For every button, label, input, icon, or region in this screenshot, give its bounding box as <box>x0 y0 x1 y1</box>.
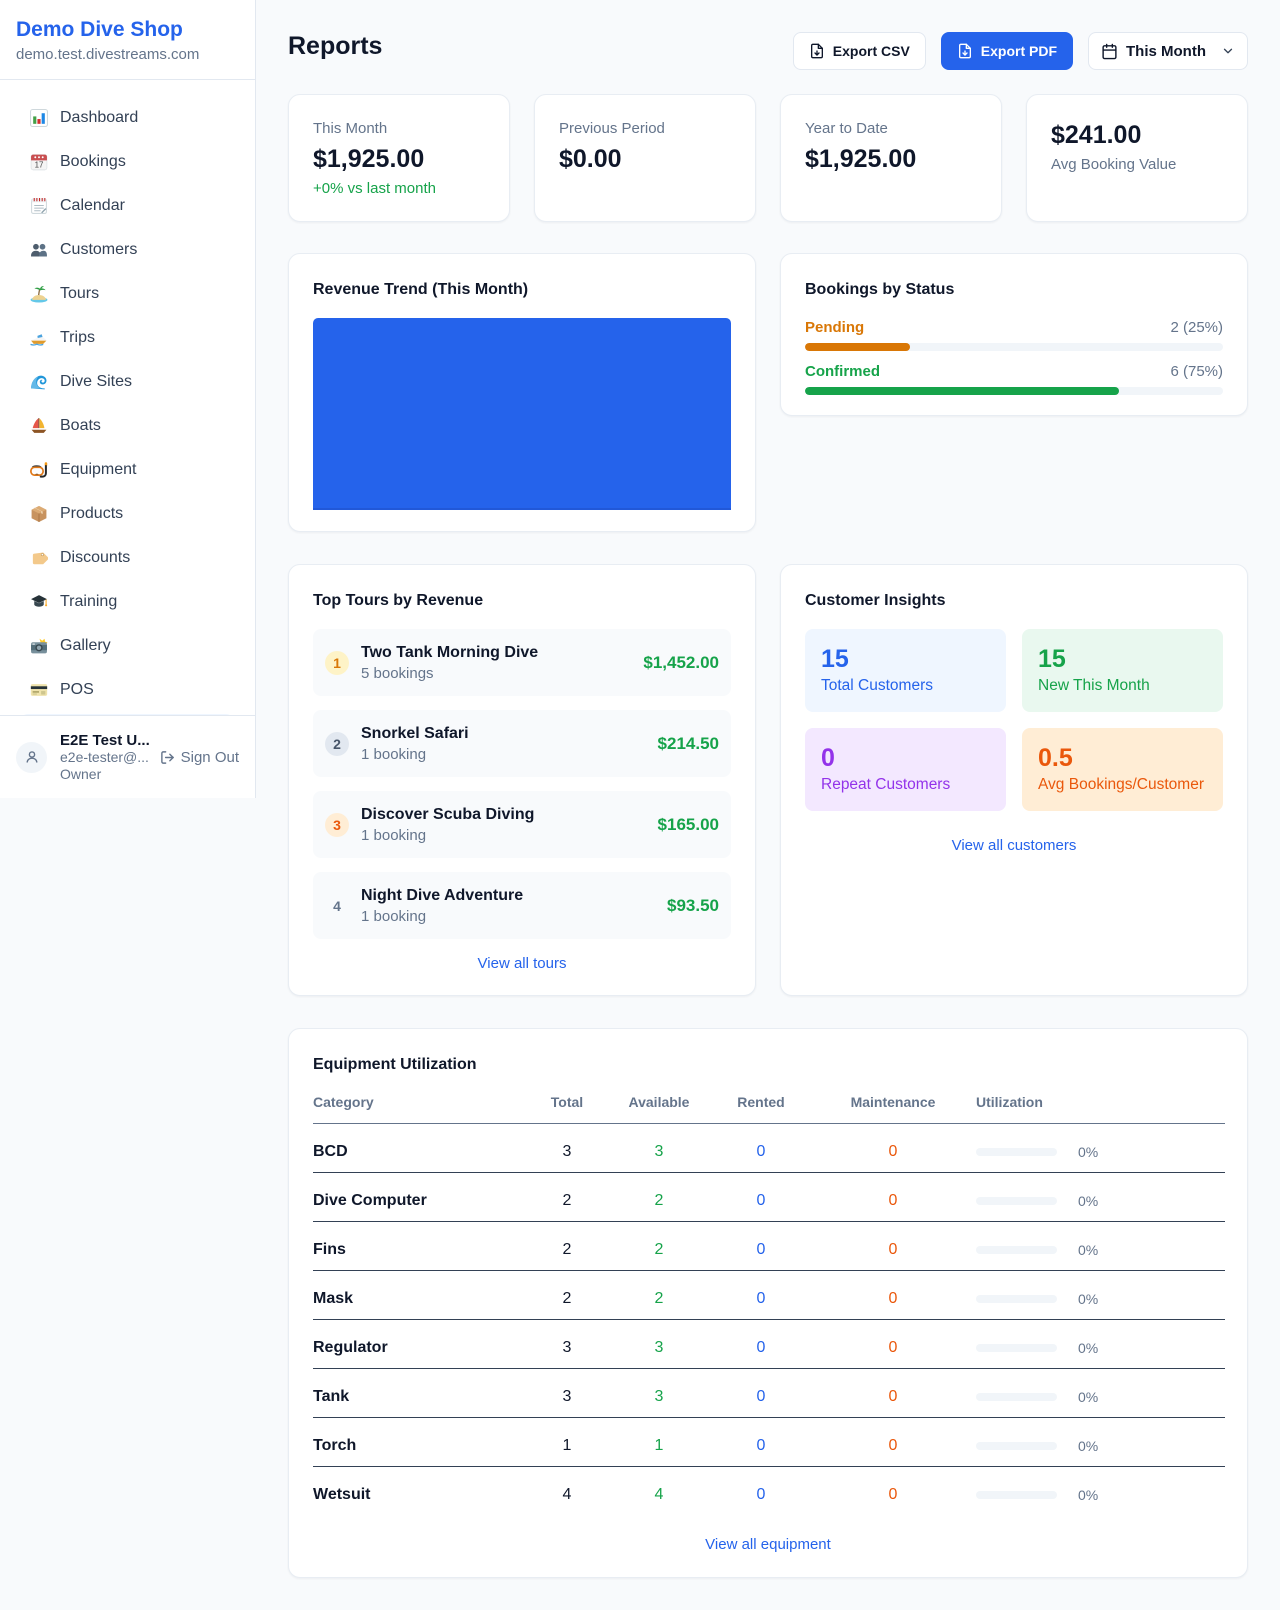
svg-text:17: 17 <box>35 161 44 170</box>
